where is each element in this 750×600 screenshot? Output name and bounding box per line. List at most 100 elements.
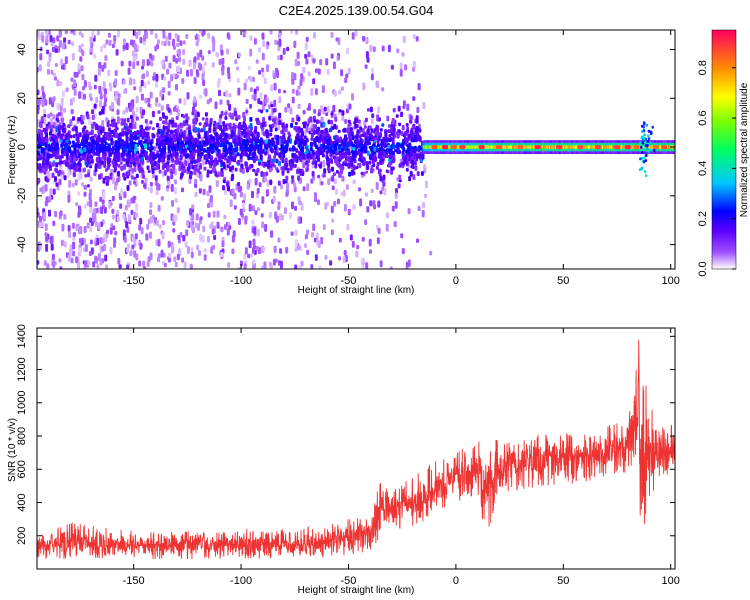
spectrogram-band-cell xyxy=(42,165,46,169)
spectrogram-band-cell xyxy=(263,143,267,149)
spectrogram-scatter-cell xyxy=(78,45,82,53)
spectrogram-band-cell xyxy=(276,134,280,141)
spectrogram-scatter-cell xyxy=(338,89,342,95)
spectrogram-scatter-cell xyxy=(381,45,385,52)
spectrogram-band-cell xyxy=(257,109,261,113)
spectrogram-scatter-cell xyxy=(155,220,159,226)
spectrogram-scatter-cell xyxy=(381,87,385,92)
spectrogram-scatter-cell xyxy=(249,76,253,83)
spectrogram-band-cell xyxy=(157,156,161,163)
spectrogram-scatter-cell xyxy=(315,68,318,74)
spectrogram-scatter-cell xyxy=(189,263,193,269)
spectrogram-band-cell xyxy=(330,176,334,182)
spectrogram-band-cell xyxy=(273,117,277,124)
spectrogram-band-cell xyxy=(396,132,400,138)
spectrogram-band-cell xyxy=(346,142,350,148)
spectrogram-scatter-cell xyxy=(227,72,231,80)
spectrogram-band-cell xyxy=(228,126,232,130)
spectrogram-band-cell xyxy=(416,171,420,177)
spectrogram-band-cell xyxy=(401,161,405,166)
spectrogram-band-cell xyxy=(144,143,147,149)
spectrogram-band-cell xyxy=(230,116,234,120)
spectrogram-scatter-cell xyxy=(201,159,205,166)
spectrogram-band-cell xyxy=(281,128,285,134)
spectrogram-scatter-cell xyxy=(63,214,67,220)
spectrogram-feature-cell xyxy=(640,145,643,149)
spectrogram-band-cell xyxy=(136,136,140,140)
spectrogram-scatter-cell xyxy=(208,185,212,193)
spectrogram-band-cell xyxy=(341,153,345,159)
spectrogram-hot-spot xyxy=(495,145,502,150)
snr-y-tick-label: 1000 xyxy=(16,391,28,415)
spectrogram-scatter-cell xyxy=(44,184,48,192)
spectrogram-band-cell xyxy=(328,128,332,133)
spectrogram-scatter-cell xyxy=(99,91,103,96)
spectrogram-scatter-cell xyxy=(345,184,349,190)
spectrogram-band-cell xyxy=(250,143,254,148)
spectrogram-band-cell xyxy=(311,171,315,177)
spectrogram-band-cell xyxy=(379,128,383,132)
spectrogram-band-cell xyxy=(255,156,259,160)
spectrogram-band-cell xyxy=(57,155,61,160)
spectrogram-band-cell xyxy=(335,138,339,143)
spectrogram-scatter-cell xyxy=(41,35,45,43)
spectrogram-band-cell xyxy=(224,111,228,116)
spectrogram-scatter-cell xyxy=(153,146,157,151)
spectrogram-scatter-cell xyxy=(174,33,178,39)
spectrogram-feature-cell xyxy=(641,124,644,128)
spectrogram-band-cell xyxy=(414,127,418,134)
spectrogram-scatter-cell xyxy=(120,60,124,67)
snr-line xyxy=(37,339,675,560)
spectrogram-scatter-cell xyxy=(206,99,210,105)
spectrogram-band-cell xyxy=(394,149,398,153)
spectrogram-band-cell xyxy=(277,180,281,186)
spectrogram-band-cell xyxy=(330,119,334,125)
spectrogram-scatter-cell xyxy=(117,97,121,106)
spectrogram-band-cell xyxy=(166,161,170,165)
spectrogram-scatter-cell xyxy=(157,253,161,259)
spectrogram-scatter-cell xyxy=(114,70,118,77)
spectrogram-band-cell xyxy=(398,179,402,183)
spectrogram-band-cell xyxy=(360,148,363,152)
spectrogram-scatter-cell xyxy=(100,45,103,53)
spectrogram-scatter-cell xyxy=(177,234,181,241)
spectrogram-band-cell xyxy=(46,178,50,183)
spectrogram-scatter-cell xyxy=(401,52,405,57)
spectrogram-band-cell xyxy=(335,170,339,174)
spectrogram-band-cell xyxy=(341,110,345,116)
spectrogram-feature-cell xyxy=(644,144,648,148)
spectrogram-band-cell xyxy=(113,169,117,173)
spectrogram-band-cell xyxy=(130,118,134,124)
spectrogram-scatter-cell xyxy=(154,102,158,107)
spectrogram-scatter-cell xyxy=(253,88,257,95)
spectrogram-band-cell xyxy=(257,98,261,105)
spectrogram-scatter-cell xyxy=(82,85,86,91)
spectrogram-scatter-cell xyxy=(160,60,164,66)
spectrogram-scatter-cell xyxy=(182,49,186,56)
spectrogram-band-cell xyxy=(183,137,187,142)
spectrogram-band-cell xyxy=(189,170,193,175)
spectrogram-scatter-cell xyxy=(88,192,92,201)
spectrogram-band-cell xyxy=(100,142,104,149)
spectrogram-scatter-cell xyxy=(329,260,333,266)
spectrogram-scatter-cell xyxy=(412,60,416,68)
spectrogram-scatter-cell xyxy=(253,93,257,102)
spectrogram-scatter-cell xyxy=(134,55,138,61)
spectrogram-scatter-cell xyxy=(407,208,411,215)
spectrogram-scatter-cell xyxy=(228,112,232,118)
spectrogram-band-cell xyxy=(297,126,301,131)
spectrogram-band-cell xyxy=(105,168,108,172)
spectrogram-band-cell xyxy=(121,131,125,136)
spectrogram-band-cell xyxy=(63,175,67,181)
spectrogram-band-cell xyxy=(278,112,282,119)
spectrogram-band-cell xyxy=(313,119,317,123)
spectrogram-band-cell xyxy=(197,130,201,134)
spectrogram-band-cell xyxy=(90,145,94,149)
spectrogram-band-cell xyxy=(413,147,417,152)
spectrogram-band-cell xyxy=(175,148,179,152)
spectrogram-band-cell xyxy=(40,153,44,158)
spectrogram-scatter-cell xyxy=(59,210,63,217)
spectrogram-band-cell xyxy=(290,123,294,128)
spectrogram-band-cell xyxy=(188,138,192,144)
spectrogram-band-cell xyxy=(88,149,92,154)
